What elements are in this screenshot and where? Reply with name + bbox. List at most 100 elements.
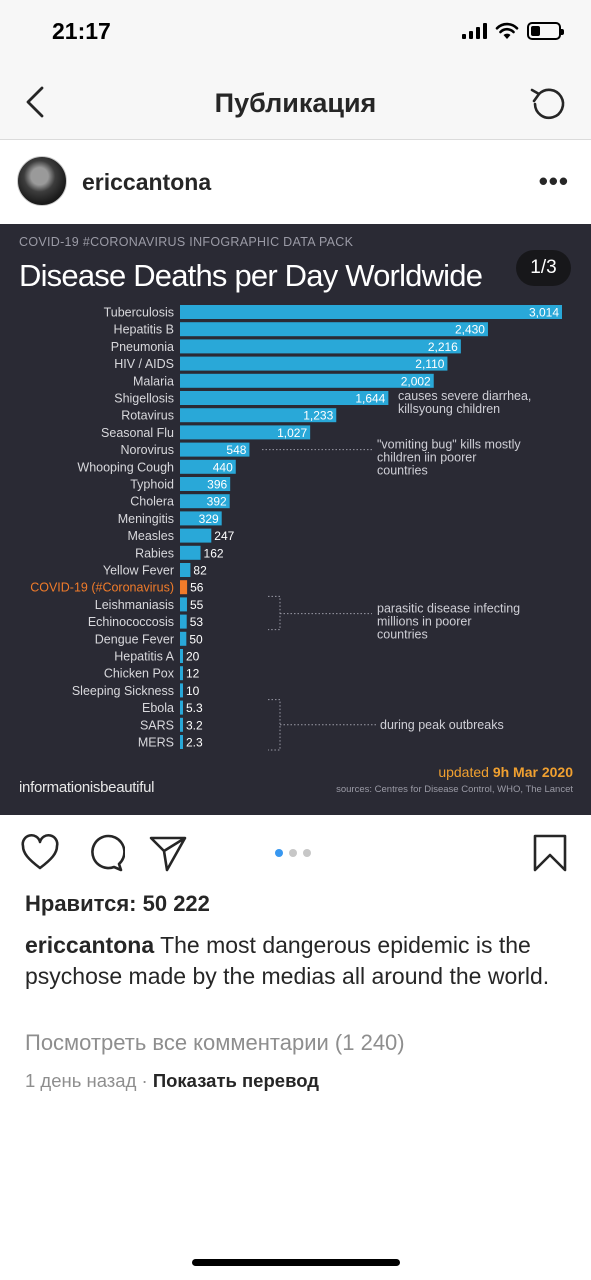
value-label: 247 bbox=[214, 529, 234, 543]
category-label: Dengue Fever bbox=[95, 632, 174, 646]
post-username[interactable]: ericcantona bbox=[82, 169, 212, 195]
updated-date-value: 9h Mar 2020 bbox=[492, 764, 573, 780]
meta-separator: · bbox=[136, 1070, 153, 1091]
chevron-left-icon[interactable] bbox=[18, 82, 58, 122]
infographic-sources: sources: Centres for Disease Control, WH… bbox=[336, 784, 573, 795]
bar bbox=[180, 528, 212, 543]
avatar[interactable] bbox=[17, 156, 67, 206]
value-label: 5.3 bbox=[186, 701, 203, 715]
annotation-shigellosis: causes severe diarrhea, killsyoung childr… bbox=[398, 389, 531, 416]
battery-icon bbox=[527, 22, 564, 40]
category-label: Hepatitis B bbox=[114, 323, 174, 337]
annotation-outbreaks: during peak outbreaks bbox=[380, 718, 504, 732]
bar bbox=[180, 408, 337, 423]
bar bbox=[180, 373, 434, 388]
updated-prefix: updated bbox=[438, 764, 493, 780]
bar bbox=[180, 631, 187, 646]
value-label: 2,110 bbox=[415, 357, 444, 371]
bar bbox=[180, 666, 183, 681]
category-label: Sleeping Sickness bbox=[72, 684, 174, 698]
category-label: Norovirus bbox=[121, 443, 175, 457]
value-label: 396 bbox=[207, 478, 227, 492]
value-label: 12 bbox=[186, 667, 200, 681]
category-label: Tuberculosis bbox=[104, 306, 174, 320]
value-label: 2,430 bbox=[455, 323, 485, 337]
category-label: Malaria bbox=[133, 374, 174, 388]
annotation-norovirus: "vomiting bug" kills mostly children iin … bbox=[377, 438, 521, 478]
category-label: SARS bbox=[140, 718, 174, 732]
caption-username[interactable]: ericcantona bbox=[25, 932, 155, 958]
category-label: Whooping Cough bbox=[77, 460, 174, 474]
value-label: 162 bbox=[204, 546, 224, 560]
bar bbox=[180, 305, 562, 319]
category-label: MERS bbox=[138, 736, 174, 750]
cellular-signal-icon bbox=[462, 23, 487, 39]
heart-icon[interactable] bbox=[20, 833, 60, 873]
battery-level bbox=[531, 26, 541, 36]
bar bbox=[180, 597, 187, 612]
bar bbox=[180, 649, 183, 663]
caption-text: The most dangerous epidemic is the psych… bbox=[25, 932, 550, 989]
more-options-icon[interactable]: ••• bbox=[538, 166, 569, 196]
bar bbox=[180, 425, 311, 440]
bar bbox=[180, 339, 461, 354]
carousel-dot bbox=[303, 849, 311, 857]
value-label: 20 bbox=[186, 650, 200, 664]
bar bbox=[180, 700, 183, 715]
bar bbox=[180, 494, 230, 509]
infographic-brand: informationisbeautiful bbox=[19, 779, 155, 796]
category-label: Rotavirus bbox=[121, 409, 174, 423]
value-label: 392 bbox=[207, 495, 227, 509]
category-label: Rabies bbox=[135, 546, 174, 560]
likes-count[interactable]: Нравится: 50 222 bbox=[25, 891, 210, 916]
category-label: HIV / AIDS bbox=[114, 357, 174, 371]
post-image[interactable]: COVID-19 #CORONAVIRUS INFOGRAPHIC DATA P… bbox=[0, 224, 591, 815]
status-time: 21:17 bbox=[52, 18, 111, 44]
send-icon[interactable] bbox=[148, 833, 188, 873]
post-time: 1 день назад bbox=[25, 1070, 137, 1091]
category-label: Seasonal Flu bbox=[101, 426, 174, 440]
value-label: 1,233 bbox=[303, 409, 333, 423]
value-label: 56 bbox=[190, 581, 204, 595]
category-label: Echinococcosis bbox=[88, 615, 174, 629]
carousel-dots bbox=[275, 849, 311, 857]
page-title: Публикация bbox=[214, 88, 377, 118]
value-label: 1,644 bbox=[355, 392, 385, 406]
bar bbox=[180, 717, 183, 732]
comment-icon[interactable] bbox=[85, 833, 125, 873]
category-label: Pneumonia bbox=[111, 340, 174, 354]
value-label: 55 bbox=[190, 598, 204, 612]
home-indicator bbox=[192, 1259, 400, 1266]
value-label: 329 bbox=[199, 512, 219, 526]
show-translation-link[interactable]: Показать перевод bbox=[152, 1070, 319, 1091]
value-label: 82 bbox=[193, 564, 207, 578]
category-label: Typhoid bbox=[130, 478, 174, 492]
carousel-dot bbox=[289, 849, 297, 857]
category-label: COVID-19 (#Coronavirus) bbox=[30, 581, 174, 595]
status-icons bbox=[462, 22, 564, 40]
bar bbox=[180, 545, 201, 560]
category-label: Hepatitis A bbox=[114, 650, 174, 664]
bar bbox=[180, 580, 188, 595]
post-meta: 1 день назад · Показать перевод bbox=[25, 1070, 319, 1092]
bar bbox=[180, 322, 488, 337]
category-label: Shigellosis bbox=[114, 392, 174, 406]
status-bar: 21:17 bbox=[0, 0, 591, 62]
annotation-bracket bbox=[268, 699, 281, 751]
view-comments-link[interactable]: Посмотреть все комментарии (1 240) bbox=[25, 1030, 405, 1055]
post-header: ericcantona ••• bbox=[0, 140, 591, 224]
infographic-kicker: COVID-19 #CORONAVIRUS INFOGRAPHIC DATA P… bbox=[19, 235, 354, 249]
bar bbox=[180, 511, 222, 526]
bar-chart: Tuberculosis 3,014 Hepatitis B 2,430 Pneumon… bbox=[30, 305, 562, 751]
bookmark-icon[interactable] bbox=[530, 833, 570, 873]
value-label: 1,027 bbox=[277, 426, 307, 440]
nav-bar: Публикация bbox=[0, 62, 591, 140]
annotation-parasitic: parasitic disease infecting millions in p… bbox=[377, 602, 520, 642]
bar bbox=[180, 735, 183, 749]
value-label: 440 bbox=[213, 460, 233, 474]
category-label: Chicken Pox bbox=[104, 667, 175, 681]
refresh-icon[interactable] bbox=[525, 82, 569, 126]
value-label: 3,014 bbox=[529, 306, 559, 320]
bar bbox=[180, 683, 183, 698]
bar bbox=[180, 442, 250, 457]
